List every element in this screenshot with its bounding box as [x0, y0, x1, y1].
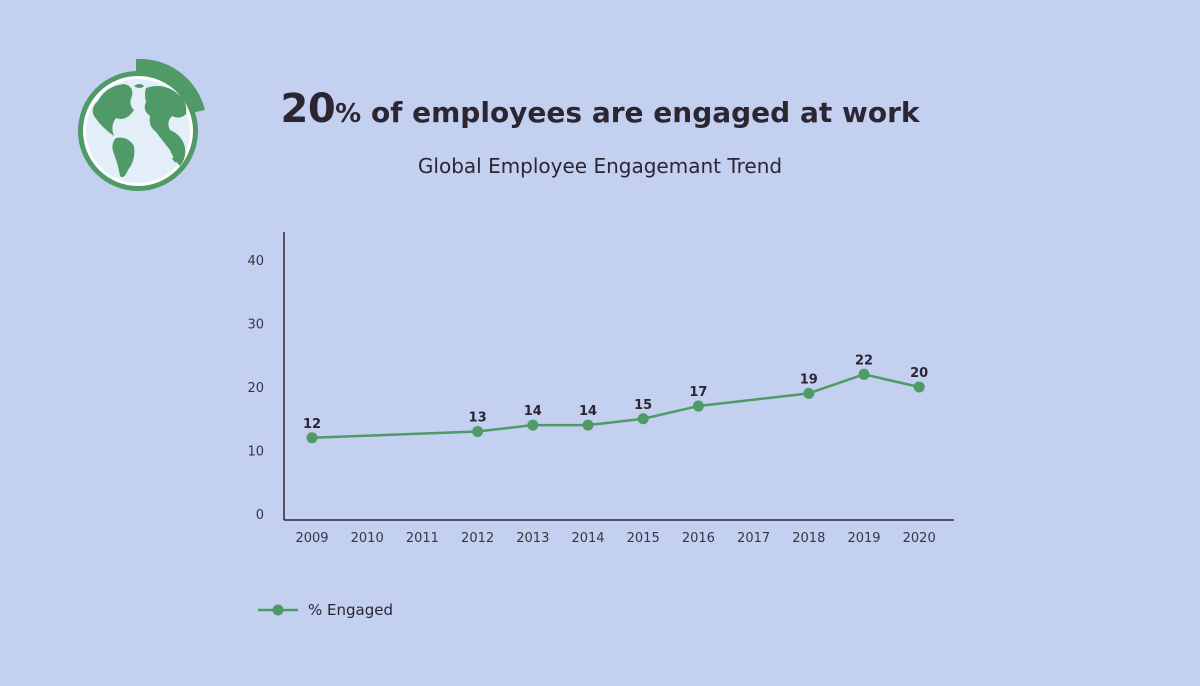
data-point [306, 432, 318, 444]
y-axis-ticks: 0 10 20 30 40 [247, 254, 264, 523]
data-point [858, 368, 870, 380]
x-tick-label: 2016 [682, 531, 715, 546]
data-label: 20 [910, 366, 928, 381]
legend: % Engaged [258, 601, 393, 619]
data-point [803, 387, 815, 399]
x-tick-label: 2012 [461, 531, 494, 546]
data-label: 14 [579, 404, 597, 419]
headline-percent-sign: % [335, 99, 362, 129]
data-point [913, 381, 925, 393]
chart-title: Global Employee Engagemant Trend [417, 154, 783, 178]
chart-axes [283, 232, 954, 521]
x-tick-label: 2013 [516, 531, 549, 546]
x-tick-label: 2010 [351, 531, 384, 546]
x-tick-label: 2020 [903, 531, 936, 546]
headline-percent-value: 20 [280, 86, 336, 132]
data-label: 15 [634, 398, 652, 413]
x-tick-label: 2015 [627, 531, 660, 546]
y-tick-label: 40 [247, 254, 264, 269]
x-tick-label: 2019 [847, 531, 880, 546]
data-point [582, 419, 594, 431]
series-engaged [306, 368, 925, 444]
data-point [692, 400, 704, 412]
data-label: 19 [800, 372, 818, 387]
x-tick-label: 2014 [571, 531, 604, 546]
series-line [311, 373, 920, 440]
legend-swatch-marker [272, 604, 284, 616]
data-point [637, 413, 649, 425]
x-tick-label: 2009 [295, 531, 328, 546]
data-point [472, 425, 484, 437]
data-label: 17 [689, 385, 707, 400]
y-tick-label: 0 [256, 508, 264, 523]
data-labels: 12 13 14 14 15 17 19 22 20 [303, 353, 928, 432]
x-tick-label: 2011 [406, 531, 439, 546]
data-point [527, 419, 539, 431]
data-label: 22 [855, 353, 873, 368]
x-tick-label: 2017 [737, 531, 770, 546]
data-label: 14 [524, 404, 542, 419]
globe-icon [76, 56, 210, 196]
legend-label: % Engaged [308, 601, 393, 619]
x-tick-label: 2018 [792, 531, 825, 546]
y-tick-label: 10 [247, 445, 264, 460]
headline: 20% of employees are engaged at work [0, 86, 1200, 132]
x-axis-ticks: 2009 2010 2011 2012 2013 2014 2015 2016 2017 2018… [295, 531, 935, 546]
data-label: 13 [469, 410, 487, 425]
y-tick-label: 30 [247, 318, 264, 333]
headline-text: of employees are engaged at work [361, 96, 920, 129]
y-tick-label: 20 [247, 381, 264, 396]
data-label: 12 [303, 417, 321, 432]
